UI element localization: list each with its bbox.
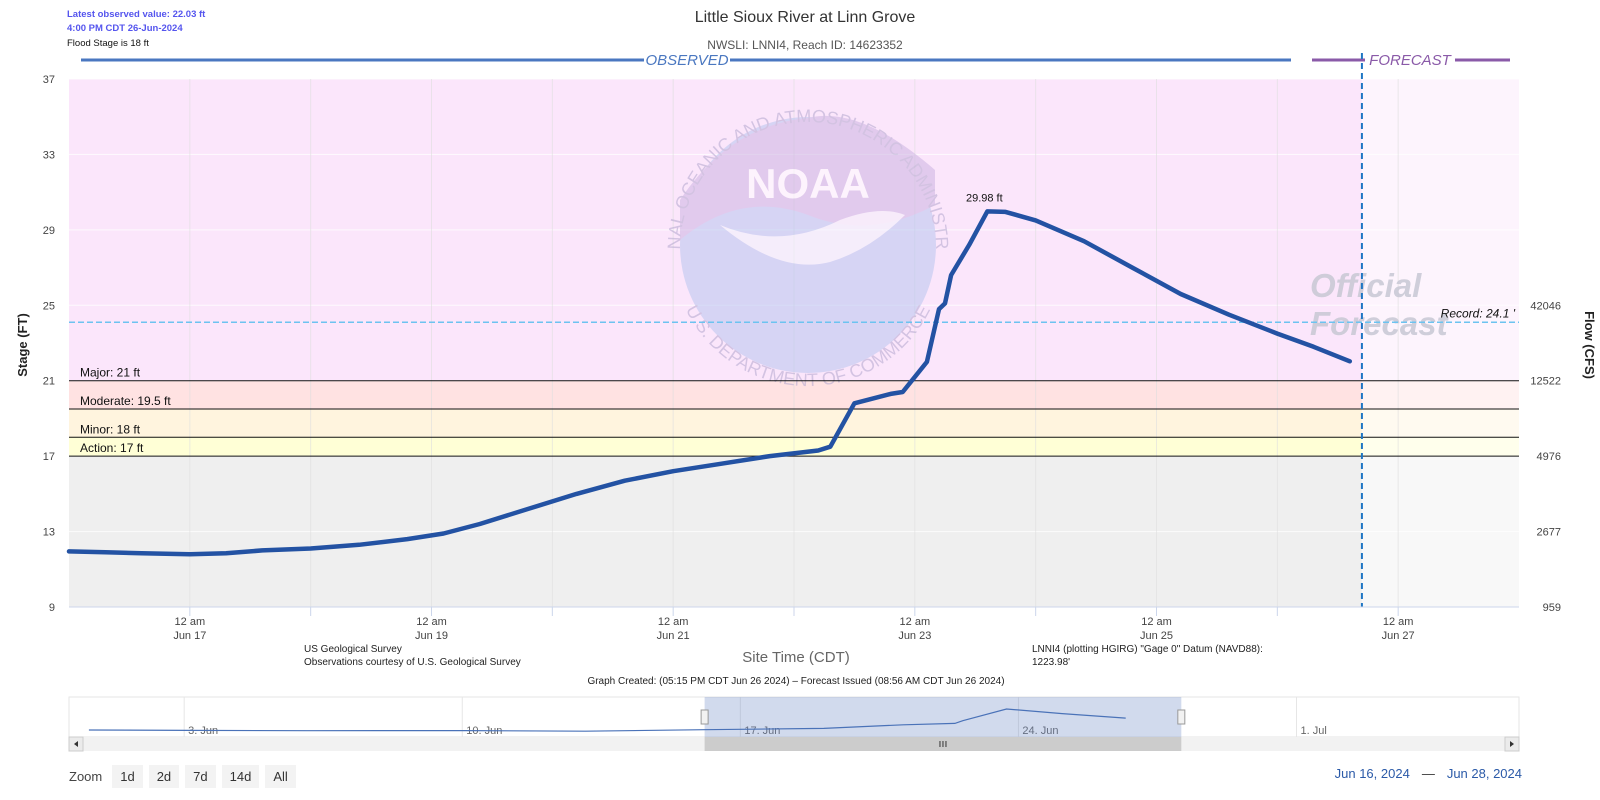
major-threshold-label: Major: 21 ft — [80, 366, 141, 380]
moderate-threshold-label: Moderate: 19.5 ft — [80, 394, 171, 408]
official-forecast-word2: Forecast — [1310, 305, 1450, 342]
y-axis-title: Stage (FT) — [15, 313, 30, 377]
y2-tick-label: 42046 — [1530, 300, 1561, 312]
navigator-series-line — [88, 708, 1126, 732]
x-tick-time-label: 12 am — [175, 616, 206, 628]
scroll-left-arrow-icon — [74, 741, 78, 747]
range-from-date[interactable]: Jun 16, 2024 — [1334, 766, 1410, 781]
graph-created-note: Graph Created: (05:15 PM CDT Jun 26 2024… — [587, 676, 1004, 687]
y-tick-label: 13 — [43, 527, 55, 539]
official-forecast-word1: Official — [1310, 267, 1422, 304]
zoom-label: Zoom — [69, 769, 103, 784]
y-tick-label: 9 — [49, 602, 55, 614]
observed-banner: OBSERVED — [81, 52, 1291, 69]
flood-stage-label: Flood Stage is 18 ft — [67, 38, 149, 49]
navigator-left-handle[interactable] — [700, 709, 709, 725]
noaa-logo-bird — [680, 115, 935, 240]
y-tick-label: 25 — [43, 300, 55, 312]
y2-tick-label: 2677 — [1537, 527, 1561, 539]
stage-observed-line — [66, 209, 1353, 557]
axes: 37 33 29 25 21 17 13 9 42046 12522 4976 2677 959 12 a… — [43, 74, 1561, 642]
stage-series: 29.98 ft — [66, 192, 1353, 557]
noaa-logo-text: NOAA — [746, 160, 870, 207]
y-tick-label: 17 — [43, 451, 55, 463]
x-axis-title: Site Time (CDT) — [742, 649, 850, 666]
x-tick-time-label: 12 am — [900, 616, 931, 628]
date-range-display: Jun 16, 2024 — Jun 28, 2024 — [1335, 766, 1522, 781]
forecast-region-shade — [1361, 79, 1519, 607]
usgs-credit-line2: Observations courtesy of U.S. Geological… — [304, 657, 521, 668]
navigator-date-label: 1. Jul — [1301, 725, 1327, 737]
navigator-date-label: 17. Jun — [744, 725, 780, 737]
forecast-label: FORECAST — [1369, 52, 1453, 69]
x-tick-date-label: Jun 25 — [1140, 630, 1173, 642]
chart-subtitle: NWSLI: LNNI4, Reach ID: 14623352 — [707, 38, 903, 52]
x-tick-date-label: Jun 17 — [173, 630, 206, 642]
zoom-14d-button[interactable]: 14d — [221, 765, 260, 788]
scroll-right-arrow-icon — [1510, 741, 1514, 747]
datum-credit-line1: LNNI4 (plotting HGIRG) "Gage 0" Datum (N… — [1032, 644, 1263, 655]
latest-value-label: Latest observed value: 22.03 ft — [67, 9, 206, 20]
zoom-all-button[interactable]: All — [265, 765, 296, 788]
action-threshold-label: Action: 17 ft — [80, 441, 144, 455]
x-tick-date-label: Jun 21 — [657, 630, 690, 642]
usgs-credit-line1: US Geological Survey — [304, 644, 402, 655]
zoom-1d-button[interactable]: 1d — [112, 765, 143, 788]
zoom-2d-button[interactable]: 2d — [148, 765, 180, 788]
threshold-lines: Major: 21 ft Moderate: 19.5 ft Minor: 18 f… — [69, 53, 1519, 607]
x-tick-time-label: 12 am — [1141, 616, 1172, 628]
x-tick-time-label: 12 am — [1383, 616, 1414, 628]
range-separator: — — [1421, 766, 1435, 781]
time-navigator[interactable]: 3. Jun 10. Jun 17. Jun 24. Jun 1. Jul — [68, 696, 1520, 752]
x-tick-date-label: Jun 19 — [415, 630, 448, 642]
latest-time-label: 4:00 PM CDT 26-Jun-2024 — [67, 23, 183, 34]
zoom-7d-button[interactable]: 7d — [185, 765, 216, 788]
navigator-date-label: 24. Jun — [1022, 725, 1058, 737]
y-tick-label: 33 — [43, 149, 55, 161]
observed-label: OBSERVED — [645, 52, 728, 69]
datum-credit-line2: 1223.98' — [1032, 657, 1070, 668]
noaa-logo-wave — [720, 211, 905, 265]
peak-data-label: 29.98 ft — [966, 192, 1003, 204]
range-to-date[interactable]: Jun 28, 2024 — [1446, 766, 1522, 781]
x-tick-date-label: Jun 27 — [1382, 630, 1415, 642]
y2-tick-label: 959 — [1543, 602, 1561, 614]
y-tick-label: 37 — [43, 74, 55, 86]
zoom-controls: Zoom 1d 2d 7d 14d All — [69, 765, 296, 788]
chart-title: Little Sioux River at Linn Grove — [695, 9, 916, 26]
navigator-right-handle[interactable] — [1177, 709, 1186, 725]
x-tick-time-label: 12 am — [658, 616, 689, 628]
y2-tick-label: 4976 — [1537, 451, 1561, 463]
forecast-banner: FORECAST — [1312, 52, 1510, 69]
y-tick-label: 29 — [43, 225, 55, 237]
record-label: Record: 24.1 ' — [1441, 306, 1516, 320]
x-tick-date-label: Jun 23 — [898, 630, 931, 642]
y2-axis-title: Flow (CFS) — [1582, 311, 1597, 379]
y2-tick-label: 12522 — [1530, 376, 1561, 388]
y-tick-label: 21 — [43, 376, 55, 388]
minor-threshold-label: Minor: 18 ft — [80, 422, 141, 436]
x-tick-time-label: 12 am — [416, 616, 447, 628]
